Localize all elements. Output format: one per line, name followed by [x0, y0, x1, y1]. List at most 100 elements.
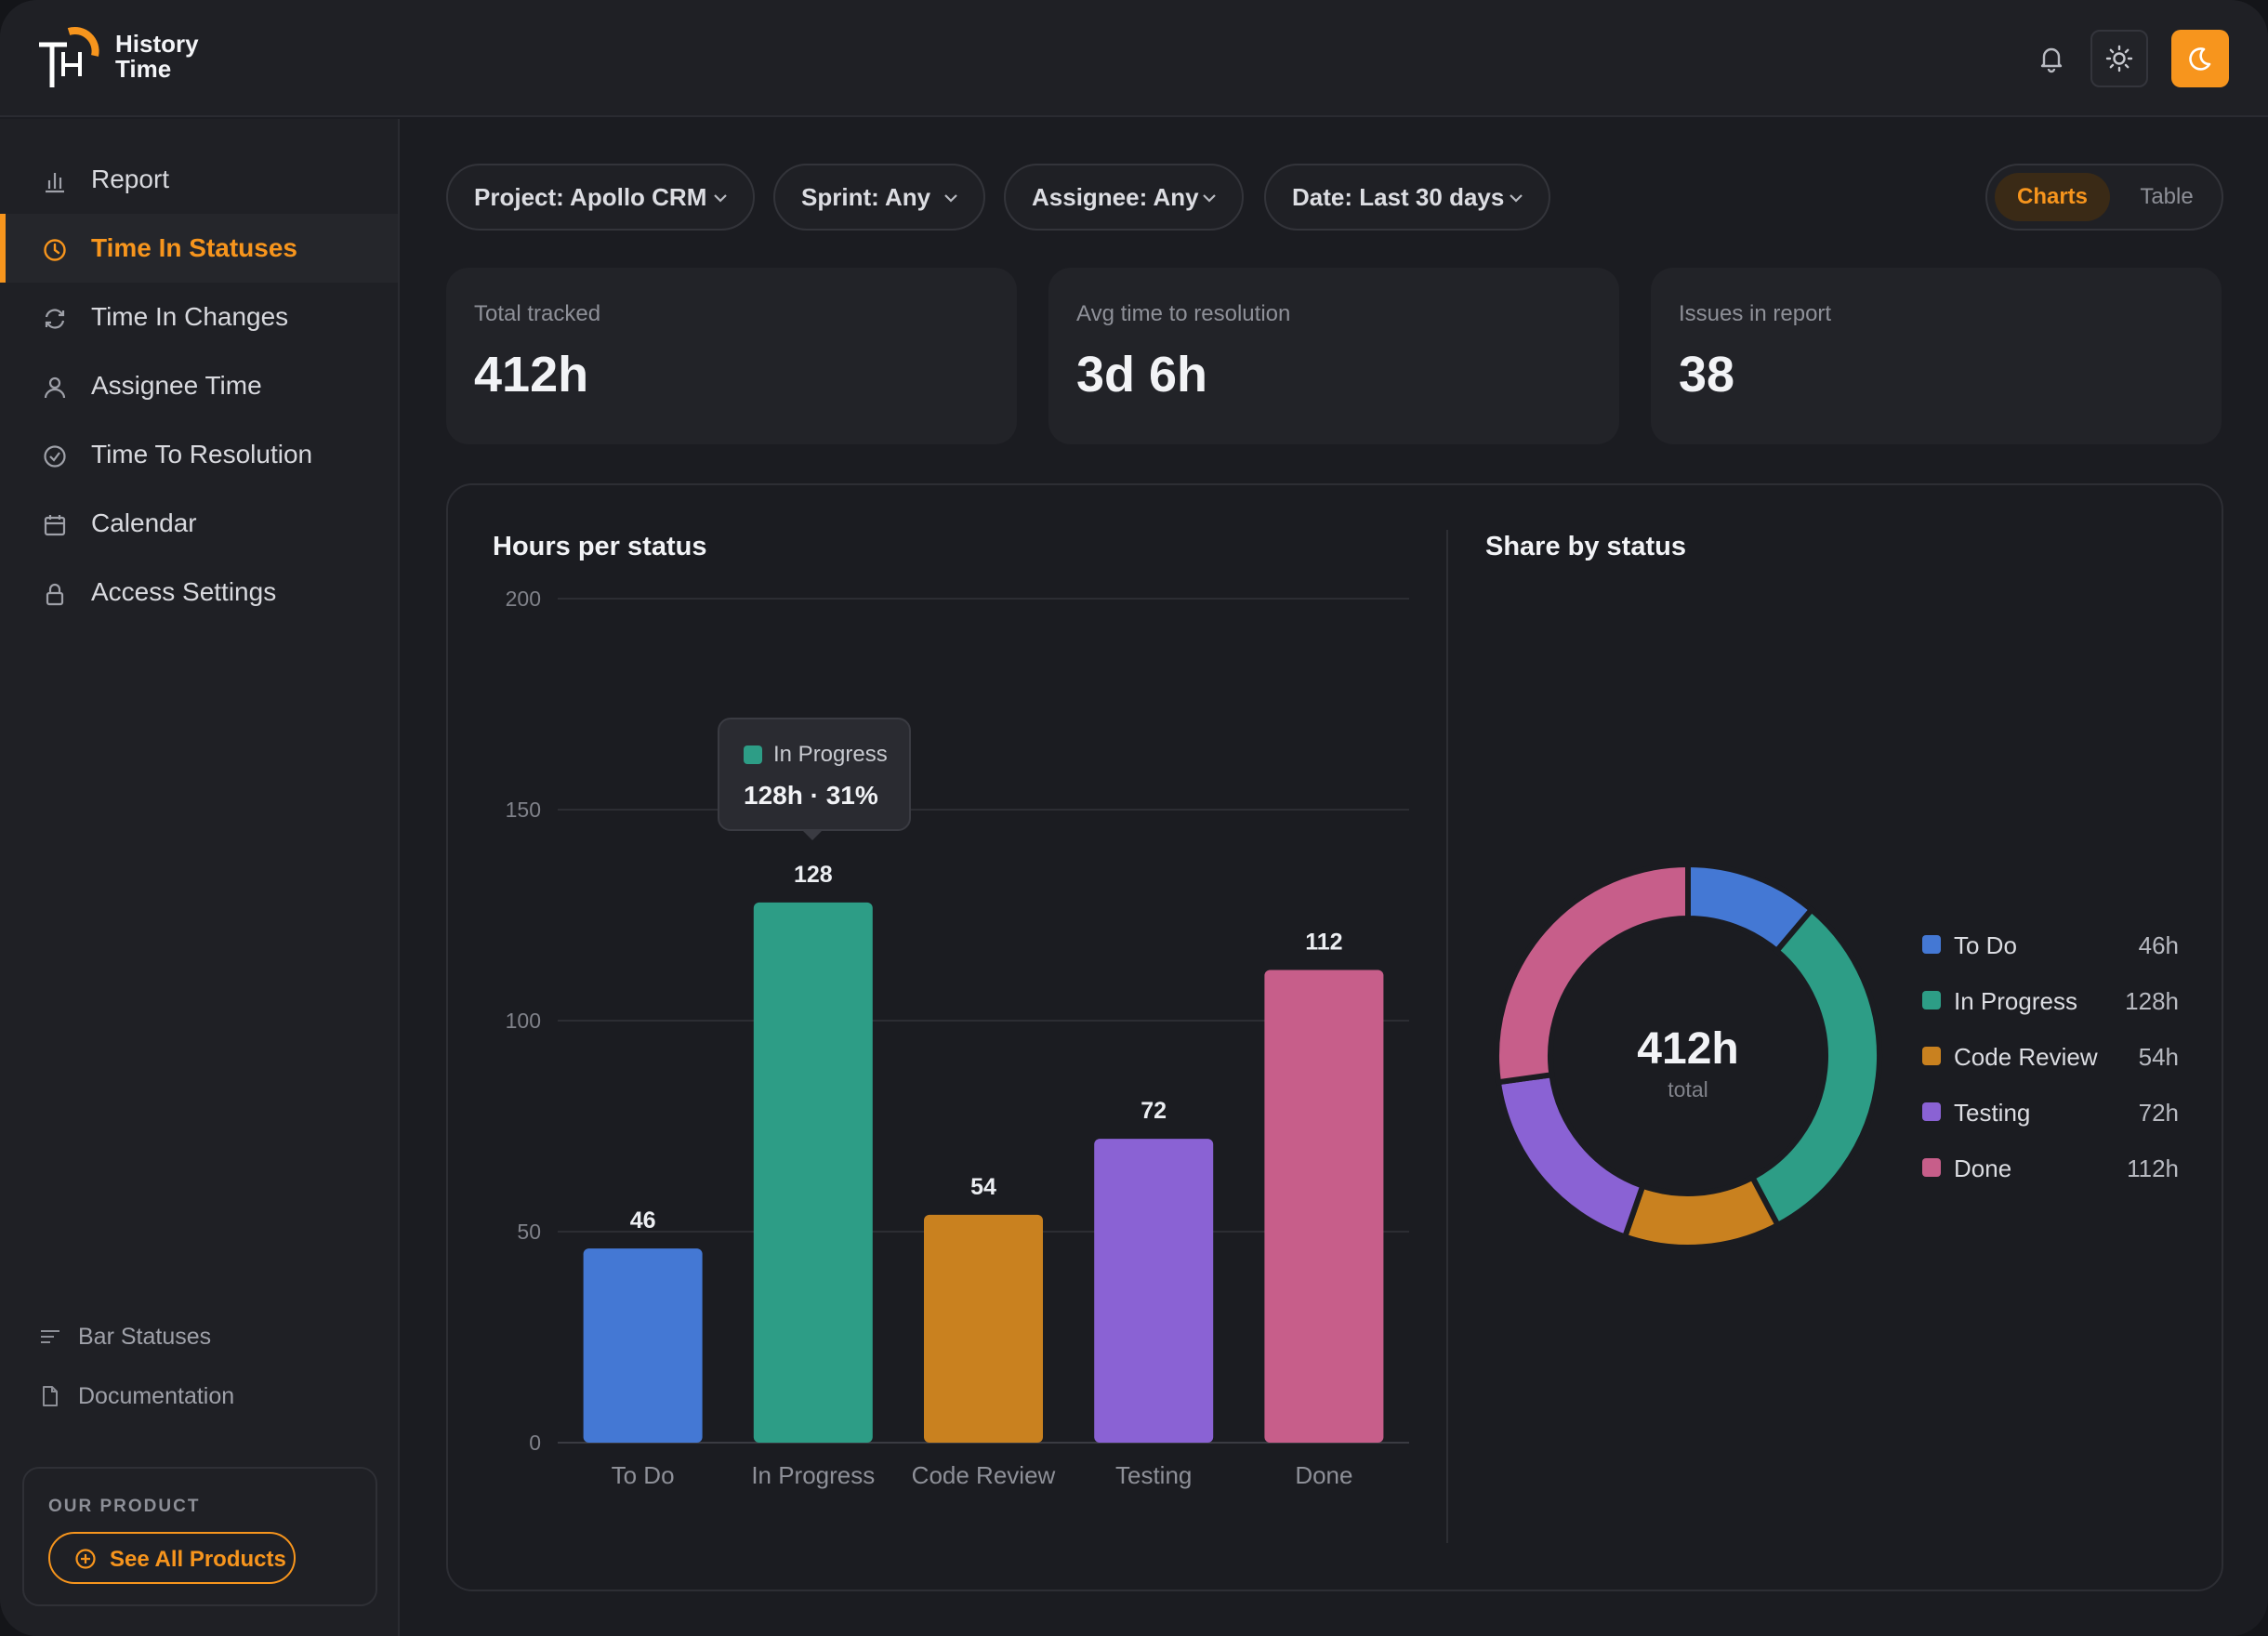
tooltip-swatch [744, 745, 762, 764]
document-icon [43, 1386, 58, 1406]
product-card-title: OUR PRODUCT [48, 1497, 201, 1516]
sidebar-item-label: Report [91, 165, 170, 193]
legend-swatch [1922, 1047, 1941, 1065]
stat-card-issues: Issues in report 38 [1651, 268, 2222, 444]
y-tick-label: 100 [506, 1009, 541, 1033]
legend-value: 128h [2125, 987, 2179, 1015]
sidebar-item-label: Time To Resolution [91, 440, 313, 468]
legend-label: Testing [1954, 1099, 2031, 1127]
bar-chart-title: Hours per status [493, 532, 707, 561]
lock-icon [46, 583, 64, 606]
stat-card-total-tracked: Total tracked 412h [446, 268, 1017, 444]
x-tick-label: In Progress [751, 1461, 875, 1489]
stat-value: 3d 6h [1076, 347, 1208, 402]
sidebar-item-report[interactable]: Report [0, 145, 398, 214]
x-tick-label: Done [1295, 1461, 1352, 1489]
legend-item: Testing 72h [1922, 1093, 2179, 1130]
filter-label: Assignee: Any [1032, 182, 1199, 211]
legend-item: In Progress 128h [1922, 982, 2179, 1019]
bar[interactable] [583, 1248, 703, 1443]
bar[interactable] [924, 1214, 1043, 1443]
user-icon [44, 376, 66, 399]
legend-item: Code Review 54h [1922, 1037, 2179, 1075]
tooltip-series-name: In Progress [773, 742, 888, 767]
chevron-down-icon [1510, 194, 1523, 203]
legend-swatch [1922, 991, 1941, 1009]
legend-value: 72h [2138, 1099, 2179, 1127]
donut-slice[interactable] [1748, 905, 1882, 1230]
bar-value-label: 128 [794, 862, 833, 888]
filter-label: Date: Last 30 days [1292, 182, 1505, 211]
legend-label: Code Review [1954, 1043, 2098, 1071]
see-all-products-button[interactable]: See All Products [48, 1532, 296, 1584]
notifications-button[interactable] [2023, 30, 2080, 87]
sidebar-item-time-in-statuses[interactable]: Time In Statuses [0, 214, 398, 283]
view-toggle: Charts Table [1985, 164, 2223, 231]
tooltip-arrow [801, 829, 824, 840]
sidebar-link-label: Documentation [78, 1383, 235, 1409]
legend-value: 54h [2138, 1043, 2179, 1071]
filter-assignee[interactable]: Assignee: Any [1004, 164, 1244, 231]
light-theme-button[interactable] [2090, 30, 2148, 87]
our-product-card: OUR PRODUCT See All Products [22, 1467, 377, 1606]
sidebar-item-calendar[interactable]: Calendar [0, 489, 398, 558]
sidebar-link-label: Bar Statuses [78, 1324, 212, 1350]
stat-label: Total tracked [474, 301, 601, 326]
chevron-down-icon [714, 194, 727, 203]
donut-slice[interactable] [1621, 1173, 1782, 1250]
stat-label: Avg time to resolution [1076, 301, 1291, 326]
legend-swatch [1922, 1102, 1941, 1121]
bar[interactable] [1094, 1139, 1214, 1443]
see-all-products-label: See All Products [110, 1547, 286, 1572]
filter-sprint[interactable]: Sprint: Any [773, 164, 985, 231]
bar-value-label: 54 [970, 1174, 996, 1200]
filter-project[interactable]: Project: Apollo CRM [446, 164, 755, 231]
sidebar-item-label: Time In Statuses [91, 233, 298, 262]
legend-item: To Do 46h [1922, 926, 2179, 963]
filter-date[interactable]: Date: Last 30 days [1264, 164, 1550, 231]
donut-slice[interactable] [1495, 1071, 1647, 1241]
clock-icon [44, 239, 66, 261]
y-tick-label: 50 [517, 1220, 541, 1244]
sidebar-item-access-settings[interactable]: Access Settings [0, 558, 398, 627]
moon-icon [2189, 47, 2211, 71]
sun-icon [2105, 45, 2133, 73]
chevron-down-icon [944, 194, 957, 203]
check-circle-icon [44, 445, 66, 468]
sidebar-item-assignee-time[interactable]: Assignee Time [0, 351, 398, 420]
donut-chart: 412h total [1494, 861, 1882, 1250]
bar[interactable] [753, 902, 873, 1443]
donut-center-value: 412h [1637, 1024, 1738, 1074]
table-tab[interactable]: Table [2140, 184, 2194, 209]
donut-chart-title: Share by status [1485, 532, 1686, 561]
sidebar-link-bar-statuses[interactable]: Bar Statuses [0, 1311, 398, 1363]
y-tick-label: 200 [506, 587, 541, 611]
chevron-down-icon [1203, 194, 1216, 203]
stat-value: 38 [1679, 347, 1735, 402]
sidebar: Report Time In Statuses Time In Changes [0, 119, 400, 1636]
dark-theme-button[interactable] [2171, 30, 2229, 87]
legend-swatch [1922, 1158, 1941, 1177]
calendar-icon [44, 515, 66, 536]
bar-value-label: 72 [1141, 1098, 1167, 1124]
bar[interactable] [1264, 970, 1384, 1443]
sidebar-item-time-in-changes[interactable]: Time In Changes [0, 283, 398, 351]
sidebar-item-label: Access Settings [91, 577, 277, 606]
bell-icon [2040, 47, 2063, 73]
bar-value-label: 46 [630, 1207, 656, 1234]
logo-line1: History [115, 30, 199, 58]
legend-item: Done 112h [1922, 1149, 2179, 1186]
sidebar-link-documentation[interactable]: Documentation [0, 1370, 398, 1422]
charts-tab[interactable]: Charts [1995, 173, 2110, 221]
donut-slice[interactable] [1494, 861, 1691, 1086]
logo-line2: Time [115, 55, 172, 83]
legend-label: Done [1954, 1154, 2012, 1182]
filter-label: Project: Apollo CRM [474, 182, 707, 211]
app-logo-text: History Time [115, 32, 199, 82]
x-tick-label: Testing [1115, 1461, 1192, 1489]
top-header: History Time [0, 0, 2268, 117]
sidebar-item-time-to-resolution[interactable]: Time To Resolution [0, 420, 398, 489]
refresh-icon [45, 309, 65, 329]
legend-value: 46h [2138, 931, 2179, 959]
